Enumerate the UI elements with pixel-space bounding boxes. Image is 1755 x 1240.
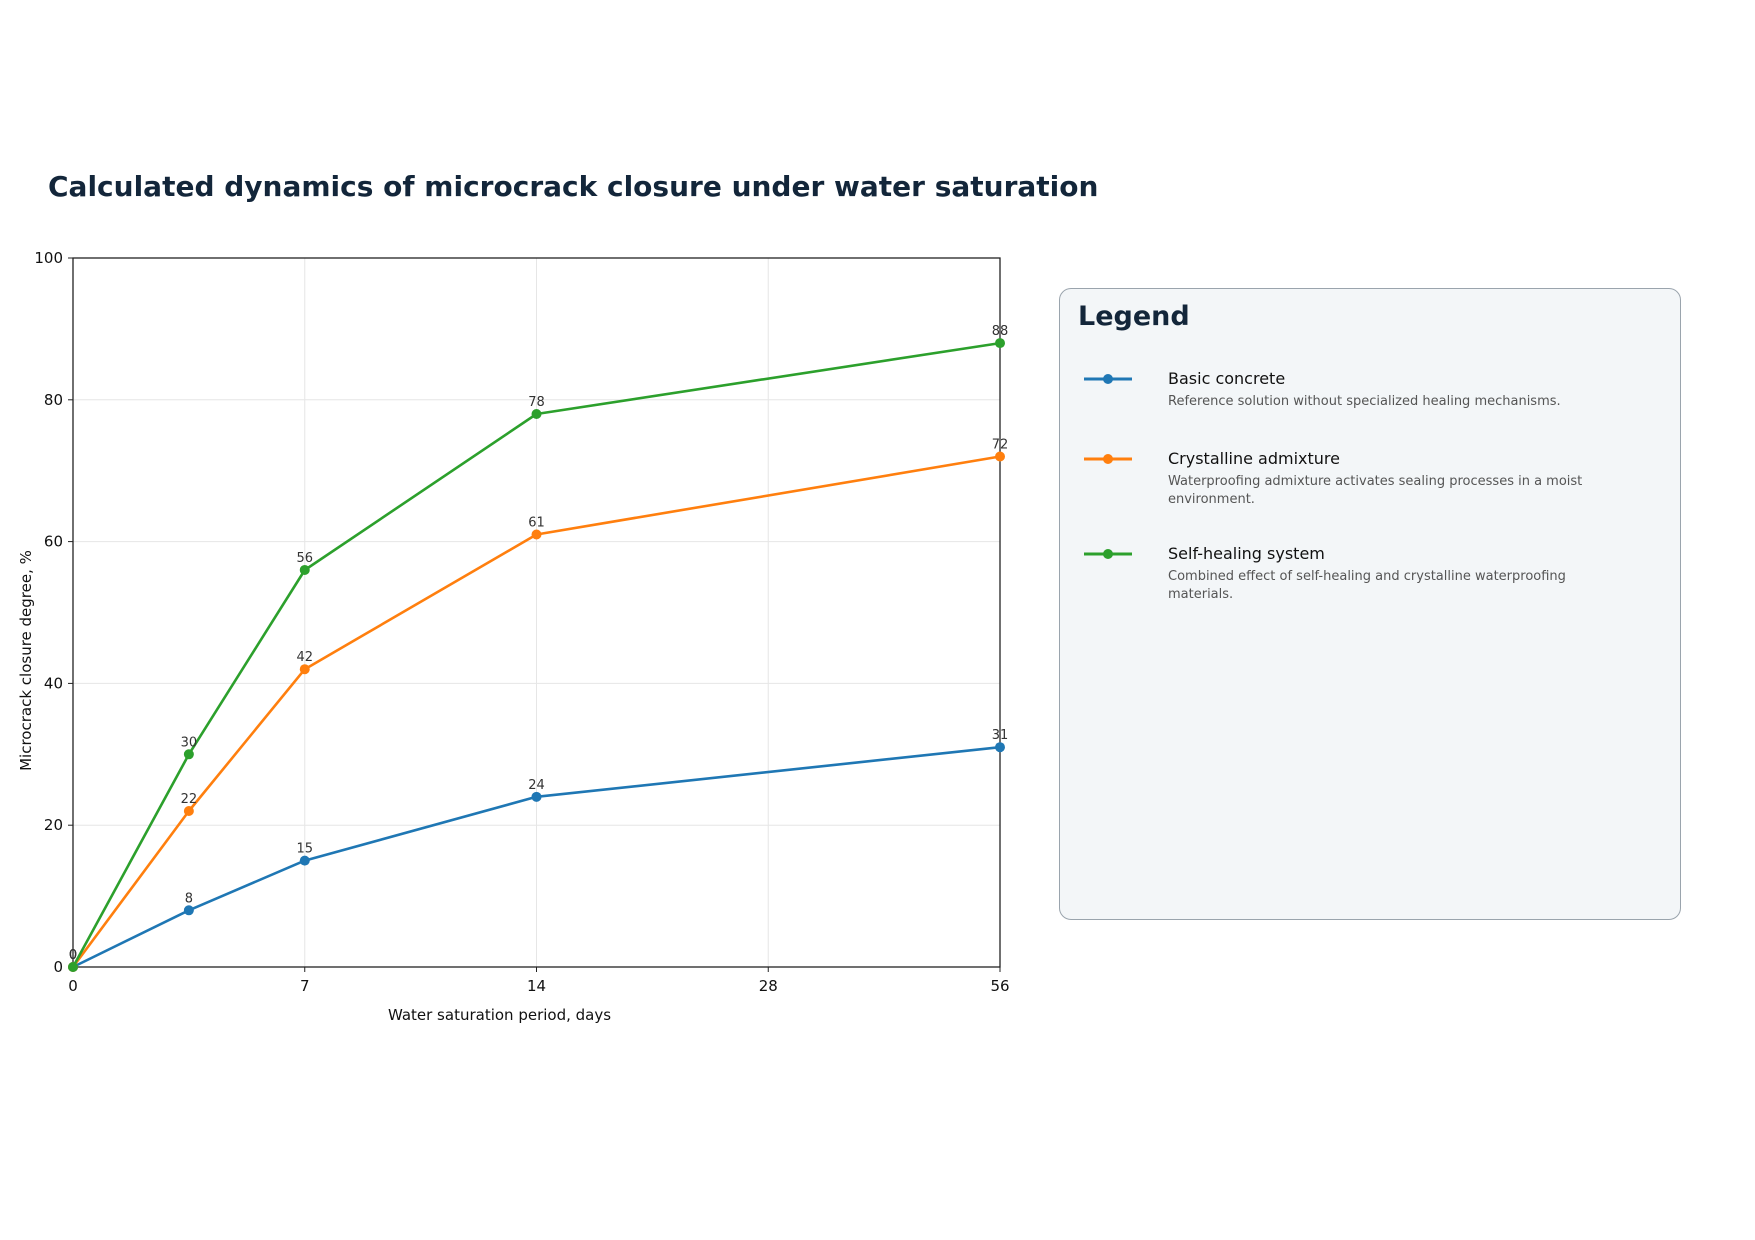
legend-description: Reference solution without specialized h…	[1168, 394, 1561, 409]
x-tick-label: 56	[990, 977, 1009, 995]
legend-title: Legend	[1078, 301, 1190, 332]
y-tick-label: 80	[44, 391, 63, 409]
data-point-self-healing-system	[531, 408, 542, 419]
data-label-basic-concrete: 0	[69, 948, 77, 963]
x-tick-label: 0	[68, 977, 78, 995]
data-label-crystalline-admixture: 42	[296, 650, 313, 665]
legend-swatch-basic-concrete	[1084, 374, 1132, 384]
y-tick-label: 20	[44, 816, 63, 834]
data-label-basic-concrete: 24	[528, 778, 545, 793]
data-point-self-healing-system	[183, 749, 194, 760]
data-point-basic-concrete	[299, 855, 310, 866]
data-point-self-healing-system	[68, 962, 78, 972]
x-tick-label: 14	[527, 977, 546, 995]
legend-swatch-crystalline-admixture	[1084, 454, 1132, 464]
legend-label: Self-healing system	[1168, 544, 1325, 563]
data-point-crystalline-admixture	[995, 451, 1005, 462]
legend-label: Basic concrete	[1168, 369, 1286, 388]
data-point-basic-concrete	[995, 742, 1005, 753]
y-tick-label: 100	[34, 249, 63, 267]
y-tick-label: 0	[53, 958, 63, 976]
data-label-self-healing-system: 78	[528, 395, 545, 410]
legend-swatch-self-healing-system	[1084, 549, 1132, 559]
x-tick-label: 28	[759, 977, 778, 995]
data-label-crystalline-admixture: 22	[181, 792, 198, 807]
data-point-crystalline-admixture	[183, 806, 194, 817]
data-label-basic-concrete: 31	[992, 728, 1009, 743]
data-label-self-healing-system: 88	[992, 324, 1009, 339]
data-point-basic-concrete	[531, 791, 542, 802]
data-label-crystalline-admixture: 72	[992, 438, 1009, 453]
y-tick-label: 40	[44, 674, 63, 692]
data-label-basic-concrete: 15	[296, 842, 313, 857]
data-label-self-healing-system: 0	[69, 948, 77, 963]
data-point-crystalline-admixture	[299, 664, 310, 675]
data-point-self-healing-system	[299, 564, 310, 575]
y-tick-label: 60	[44, 533, 63, 551]
data-point-self-healing-system	[995, 338, 1005, 349]
chart-title: Calculated dynamics of microcrack closur…	[48, 170, 1099, 203]
x-tick-label: 7	[300, 977, 310, 995]
data-label-self-healing-system: 30	[181, 735, 198, 750]
x-axis-title: Water saturation period, days	[388, 1006, 611, 1024]
y-axis-title: Microcrack closure degree, %	[17, 550, 35, 771]
data-point-crystalline-admixture	[531, 529, 542, 540]
legend-description: Combined effect of self-healing and crys…	[1168, 569, 1566, 602]
data-point-basic-concrete	[183, 905, 194, 916]
legend-label: Crystalline admixture	[1168, 449, 1340, 468]
data-label-crystalline-admixture: 0	[69, 948, 77, 963]
data-label-basic-concrete: 8	[185, 891, 193, 906]
legend-panel: Legend Basic concrete Reference solution…	[1059, 288, 1681, 920]
data-label-self-healing-system: 56	[296, 551, 313, 566]
data-label-crystalline-admixture: 61	[528, 516, 545, 531]
legend-description: Waterproofing admixture activates sealin…	[1168, 474, 1583, 507]
